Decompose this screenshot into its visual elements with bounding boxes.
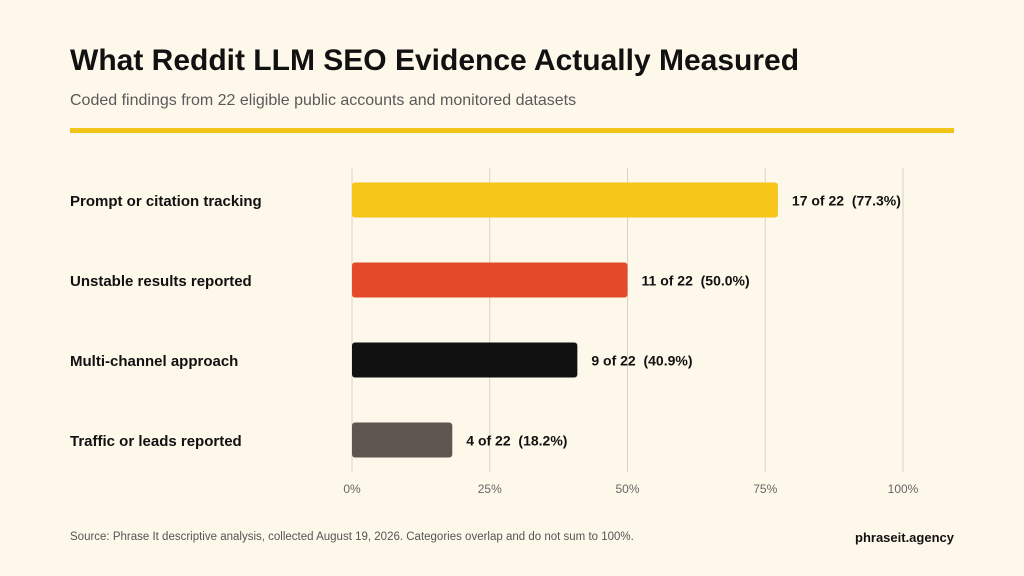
accent-rule <box>70 128 954 133</box>
bar <box>352 262 628 298</box>
gridlines <box>351 168 904 472</box>
bar <box>352 182 778 218</box>
bars <box>352 182 778 458</box>
data-label: 9 of 22 (40.9%) <box>591 353 692 369</box>
x-tick-label: 0% <box>343 482 361 496</box>
data-label: 11 of 22 (50.0%) <box>642 273 750 289</box>
x-tick-label: 25% <box>478 482 502 496</box>
data-label: 17 of 22 (77.3%) <box>792 193 901 209</box>
x-tick-label: 50% <box>615 482 639 496</box>
chart-subtitle: Coded findings from 22 eligible public a… <box>70 92 577 109</box>
brand-mark: phraseit.agency <box>855 530 954 545</box>
category-label: Traffic or leads reported <box>70 433 242 450</box>
category-labels: Prompt or citation tracking Unstable resu… <box>70 193 262 450</box>
bar <box>352 422 453 458</box>
chart-title: What Reddit LLM SEO Evidence Actually Me… <box>70 44 800 77</box>
x-tick-label: 100% <box>888 482 919 496</box>
bar <box>352 342 578 378</box>
x-tick-label: 75% <box>753 482 777 496</box>
category-label: Unstable results reported <box>70 273 252 290</box>
category-label: Multi-channel approach <box>70 353 238 370</box>
category-label: Prompt or citation tracking <box>70 193 262 210</box>
data-label: 4 of 22 (18.2%) <box>466 433 567 449</box>
x-axis-ticks: 0% 25% 50% 75% 100% <box>343 482 918 496</box>
data-labels: 17 of 22 (77.3%) 11 of 22 (50.0%) 9 of 22 … <box>466 193 901 449</box>
bar-chart: Prompt or citation tracking Unstable resu… <box>70 168 919 496</box>
source-note: Source: Phrase It descriptive analysis, … <box>70 531 634 543</box>
